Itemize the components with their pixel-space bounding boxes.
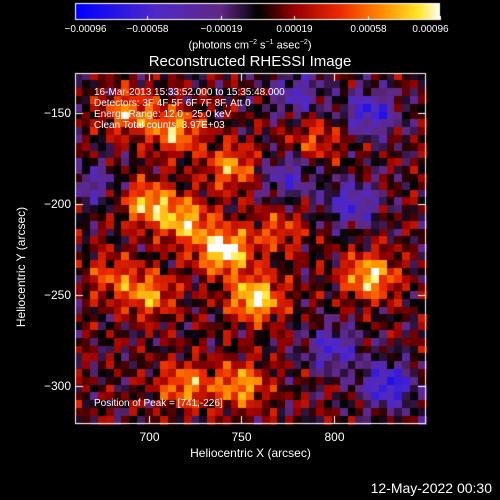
detectors-text: Detectors: 3F 4F 5F 6F 7F 8F, Att 0 (94, 98, 251, 109)
y-tick-label: −250 (43, 287, 71, 302)
footer-date: 12-May-2022 00:30 (370, 480, 492, 496)
energy-range-text: Energy Range: 12.0 - 25.0 keV (94, 109, 232, 120)
x-tick-label: 750 (231, 430, 252, 444)
colorbar-tick-label: −0.00019 (200, 24, 243, 35)
x-axis-label: Heliocentric X (arcsec) (190, 446, 311, 460)
colorbar-tick-label: 0.00058 (350, 24, 387, 35)
colorbar-tick-label: 0.00019 (276, 24, 313, 35)
y-tick-label: −200 (43, 196, 71, 211)
peak-position-text: Position of Peak = [741,-226] (94, 398, 223, 409)
colorbar-tick-label: −0.00096 (64, 24, 107, 35)
y-axis-label: Heliocentric Y (arcsec) (14, 206, 28, 328)
observation-info: 16-Mar-2013 15:33:52.000 to 15:35:48.000… (94, 87, 285, 131)
y-tick-label: −150 (43, 105, 71, 120)
x-tick-label: 700 (139, 430, 160, 444)
chart-title: Reconstructed RHESSI Image (148, 53, 352, 70)
y-tick-label: −300 (43, 378, 71, 393)
x-tick-label: 800 (324, 430, 345, 444)
colorbar-tick-label: 0.00096 (412, 24, 449, 35)
colorbar-units-label: (photons cm−2 s−1 asec−2) (188, 39, 312, 52)
time-range-text: 16-Mar-2013 15:33:52.000 to 15:35:48.000 (94, 87, 285, 98)
colorbar-tick-label: −0.00058 (126, 24, 169, 35)
clean-counts-text: Clean Total counts: 3.97E+03 (94, 120, 225, 131)
